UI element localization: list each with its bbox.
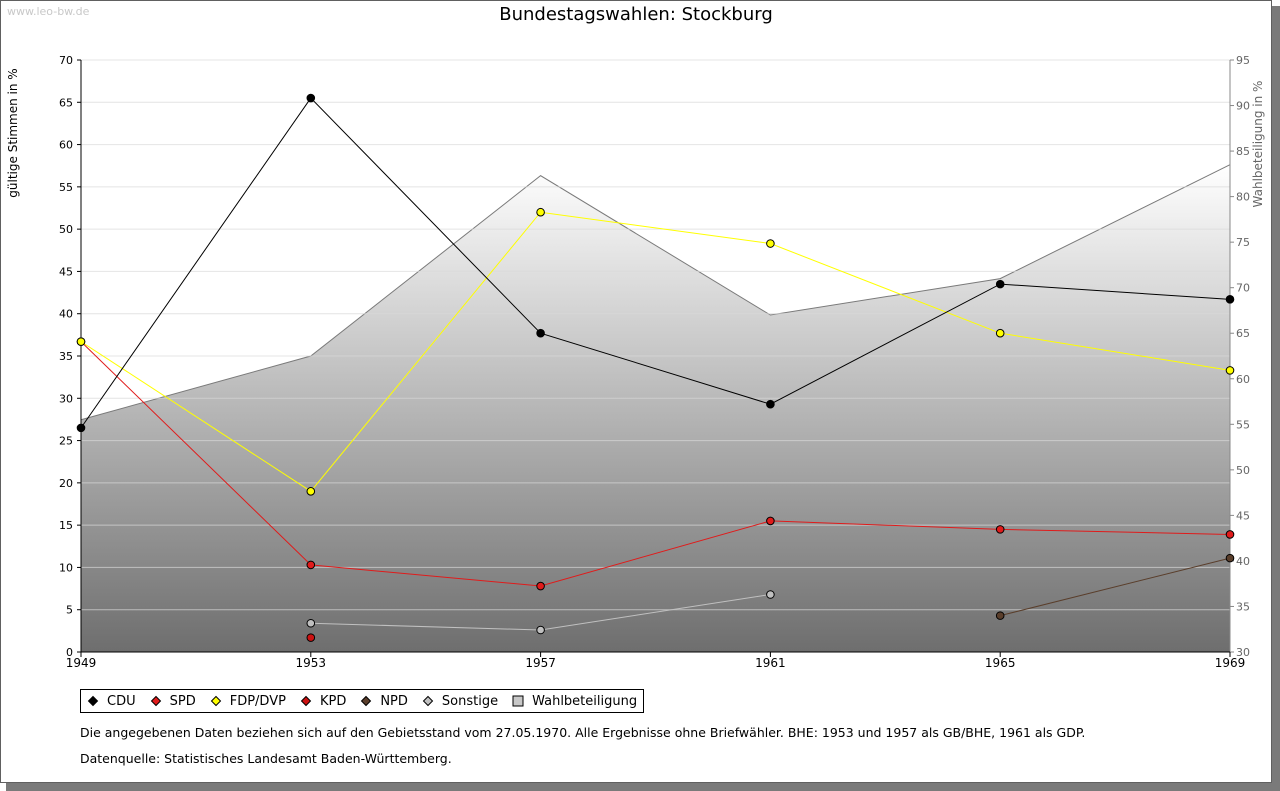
legend-label-spd: SPD <box>169 693 196 709</box>
fdp-dvp-point-1957 <box>536 207 545 217</box>
y-right-tick-label-65: 65 <box>1236 327 1250 340</box>
spd-point-1957 <box>536 581 545 591</box>
watermark: www.leo-bw.de <box>7 5 90 18</box>
legend-marker-npd-icon <box>361 695 372 707</box>
spd-point-1953 <box>306 560 316 570</box>
y-left-tick-label-50: 50 <box>59 223 73 236</box>
spd-point-1969 <box>1225 530 1235 539</box>
legend-label-cdu: CDU <box>107 693 136 709</box>
legend-label-kpd: KPD <box>319 693 347 709</box>
y-right-tick-label-70: 70 <box>1236 282 1250 295</box>
npd-point-1965 <box>995 611 1005 620</box>
sonstige-point-1953 <box>306 618 316 628</box>
cdu-point-1957 <box>536 328 545 338</box>
fdp-dvp-point-1953 <box>306 487 316 496</box>
y-left-tick-label-60: 60 <box>59 139 73 152</box>
note-gebietsstand: Die angegebenen Daten beziehen sich auf … <box>80 725 1086 740</box>
fdp-dvp-line <box>80 211 1231 492</box>
y-left-tick-label-15: 15 <box>59 519 73 532</box>
x-tick-label-1957: 1957 <box>525 656 556 670</box>
legend-marker-wahlbeteiligung-icon <box>512 695 524 707</box>
cdu-point-1969 <box>1225 295 1235 304</box>
spd-point-1961 <box>766 516 775 526</box>
fdp-dvp-point-1949 <box>76 337 86 346</box>
y-left-tick-label-10: 10 <box>59 561 73 574</box>
y-right-tick-label-60: 60 <box>1236 373 1250 386</box>
y-left-tick-label-45: 45 <box>59 265 73 278</box>
y-left-tick-label-0: 0 <box>66 646 73 659</box>
npd-point-1969 <box>1225 553 1235 563</box>
legend-marker-kpd-icon <box>300 695 312 707</box>
cdu-point-1953 <box>306 93 316 103</box>
legend-marker-sonstige-icon <box>422 695 434 707</box>
chart-legend: CDU SPD FDP/DVP KPD NPD Sonstige Wahlbeteiligu… <box>80 689 645 713</box>
legend-item-fdp-dvp: FDP/DVP <box>210 694 286 709</box>
sonstige-point-1957 <box>536 625 545 635</box>
frame-shadow-bottom <box>6 783 1280 791</box>
legend-marker-cdu-icon <box>87 695 99 707</box>
note-datenquelle: Datenquelle: Statistisches Landesamt Bad… <box>80 751 452 766</box>
cdu-line <box>80 97 1231 429</box>
x-tick-label-1961: 1961 <box>755 656 786 670</box>
x-tick-label-1953: 1953 <box>296 656 327 670</box>
y-right-tick-label-35: 35 <box>1236 600 1250 613</box>
x-tick-label-1969: 1969 <box>1215 656 1246 670</box>
y-right-tick-label-90: 90 <box>1236 100 1250 113</box>
x-tick-label-1949: 1949 <box>66 656 97 670</box>
y-right-tick-label-50: 50 <box>1236 464 1250 477</box>
legend-item-kpd: KPD <box>300 694 346 709</box>
cdu-point-1949 <box>76 423 86 433</box>
y-left-tick-label-5: 5 <box>66 604 73 617</box>
fdp-dvp-point-1969 <box>1225 366 1235 375</box>
y-right-tick-label-45: 45 <box>1236 509 1250 522</box>
legend-item-npd: NPD <box>360 694 408 709</box>
spd-point-1965 <box>995 525 1005 534</box>
y-right-tick-label-55: 55 <box>1236 418 1250 431</box>
legend-item-sonstige: Sonstige <box>422 694 498 709</box>
legend-item-wahlbeteiligung: Wahlbeteiligung <box>512 694 637 709</box>
x-tick-label-1965: 1965 <box>985 656 1016 670</box>
npd-line <box>1000 557 1231 617</box>
spd-line <box>80 341 1231 587</box>
cdu-point-1961 <box>766 399 775 409</box>
frame-shadow-right <box>1272 6 1280 791</box>
y-left-tick-label-35: 35 <box>59 350 73 363</box>
kpd-point-1953 <box>306 633 316 642</box>
legend-label-fdp-dvp: FDP/DVP <box>229 693 286 709</box>
legend-item-cdu: CDU <box>87 694 136 709</box>
y-right-tick-label-30: 30 <box>1236 646 1250 659</box>
legend-item-spd: SPD <box>150 694 196 709</box>
y-axis-left-title: gültige Stimmen in % <box>6 68 20 197</box>
legend-label-sonstige: Sonstige <box>441 693 499 709</box>
fdp-dvp-point-1961 <box>766 239 775 248</box>
legend-label-npd: NPD <box>380 693 408 709</box>
y-axis-right-title: Wahlbeteiligung in % <box>1251 81 1265 208</box>
y-left-tick-label-70: 70 <box>59 54 73 67</box>
legend-label-wahlbeteiligung: Wahlbeteiligung <box>532 693 638 709</box>
y-left-tick-label-55: 55 <box>59 181 73 194</box>
wahlbeteiligung-area <box>81 164 1230 652</box>
y-right-tick-label-75: 75 <box>1236 236 1250 249</box>
y-right-tick-label-95: 95 <box>1236 54 1250 67</box>
y-left-tick-label-65: 65 <box>59 96 73 109</box>
y-right-tick-label-80: 80 <box>1236 191 1250 204</box>
y-right-tick-label-85: 85 <box>1236 145 1250 158</box>
y-right-tick-label-40: 40 <box>1236 555 1250 568</box>
wahlbeteiligung-line <box>80 164 1231 421</box>
legend-marker-spd-icon <box>150 695 161 707</box>
legend-marker-fdp-dvp-icon <box>210 695 221 707</box>
y-left-tick-label-20: 20 <box>59 477 73 490</box>
y-left-tick-label-30: 30 <box>59 392 73 405</box>
y-left-tick-label-40: 40 <box>59 308 73 321</box>
y-left-tick-label-25: 25 <box>59 435 73 448</box>
sonstige-point-1961 <box>766 590 775 599</box>
fdp-dvp-point-1965 <box>995 328 1005 338</box>
chart-title: Bundestagswahlen: Stockburg <box>499 4 773 25</box>
cdu-point-1965 <box>995 279 1005 289</box>
